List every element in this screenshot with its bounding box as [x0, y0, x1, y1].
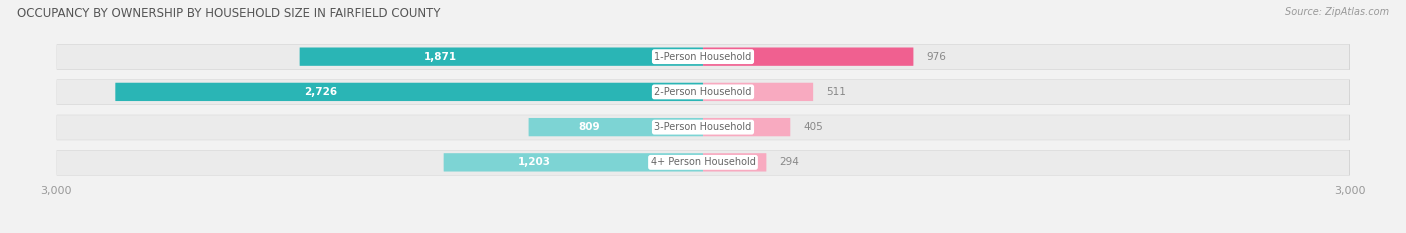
Text: 976: 976	[927, 52, 946, 62]
FancyBboxPatch shape	[444, 153, 703, 171]
FancyBboxPatch shape	[56, 45, 1350, 69]
Text: 405: 405	[803, 122, 823, 132]
FancyBboxPatch shape	[529, 118, 703, 136]
Legend: Owner-occupied, Renter-occupied: Owner-occupied, Renter-occupied	[579, 232, 827, 233]
FancyBboxPatch shape	[56, 115, 1350, 140]
Text: 294: 294	[779, 157, 799, 167]
Text: 4+ Person Household: 4+ Person Household	[651, 157, 755, 167]
FancyBboxPatch shape	[703, 153, 766, 171]
FancyBboxPatch shape	[115, 83, 703, 101]
Text: OCCUPANCY BY OWNERSHIP BY HOUSEHOLD SIZE IN FAIRFIELD COUNTY: OCCUPANCY BY OWNERSHIP BY HOUSEHOLD SIZE…	[17, 7, 440, 20]
FancyBboxPatch shape	[703, 118, 790, 136]
Text: 2,726: 2,726	[305, 87, 337, 97]
FancyBboxPatch shape	[703, 48, 914, 66]
Text: 1-Person Household: 1-Person Household	[654, 52, 752, 62]
Text: 2-Person Household: 2-Person Household	[654, 87, 752, 97]
Text: 3-Person Household: 3-Person Household	[654, 122, 752, 132]
FancyBboxPatch shape	[56, 79, 1350, 105]
FancyBboxPatch shape	[56, 80, 1350, 105]
FancyBboxPatch shape	[703, 83, 813, 101]
Text: 1,871: 1,871	[425, 52, 457, 62]
Text: 511: 511	[827, 87, 846, 97]
FancyBboxPatch shape	[56, 150, 1350, 175]
Text: 1,203: 1,203	[517, 157, 551, 167]
FancyBboxPatch shape	[56, 44, 1350, 70]
Text: 809: 809	[579, 122, 600, 132]
FancyBboxPatch shape	[56, 150, 1350, 175]
FancyBboxPatch shape	[299, 48, 703, 66]
Text: Source: ZipAtlas.com: Source: ZipAtlas.com	[1285, 7, 1389, 17]
FancyBboxPatch shape	[56, 115, 1350, 140]
